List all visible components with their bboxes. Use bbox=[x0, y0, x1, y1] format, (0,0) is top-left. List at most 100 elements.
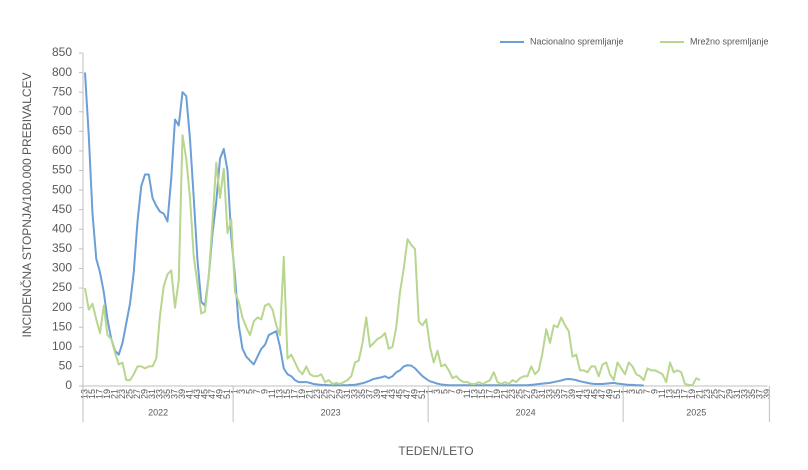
x-tick-label: 39 bbox=[372, 389, 382, 399]
x-tick-label: 1 bbox=[229, 389, 239, 394]
x-tick-label: 27 bbox=[717, 389, 727, 399]
x-tick-label: 5 bbox=[634, 389, 644, 394]
y-tick-label: 500 bbox=[52, 182, 72, 196]
x-tick-label: 21 bbox=[109, 389, 119, 399]
x-tick-label: 23 bbox=[117, 389, 127, 399]
x-tick-label: 17 bbox=[289, 389, 299, 399]
series-line bbox=[84, 134, 701, 387]
x-tick-label: 39 bbox=[762, 389, 772, 399]
x-tick-label: 5 bbox=[439, 389, 449, 394]
x-tick-label: 31 bbox=[342, 389, 352, 399]
y-axis-label: INCIDENČNA STOPNJA/100.000 PREBIVALCEV bbox=[19, 73, 34, 338]
x-tick-label: 25 bbox=[124, 389, 134, 399]
x-tick-label: 19 bbox=[297, 389, 307, 399]
y-tick-label: 850 bbox=[52, 45, 72, 59]
y-tick-label: 350 bbox=[52, 241, 72, 255]
x-axis-label: TEDEN/LETO bbox=[398, 444, 473, 458]
x-tick-label: 47 bbox=[402, 389, 412, 399]
x-tick-label: 13 bbox=[469, 389, 479, 399]
y-tick-label: 450 bbox=[52, 202, 72, 216]
x-tick-label: 17 bbox=[94, 389, 104, 399]
x-tick-label: 13 bbox=[664, 389, 674, 399]
x-tick-label: 43 bbox=[387, 389, 397, 399]
legend-label: Nacionalno spremljanje bbox=[530, 36, 624, 46]
x-tick-label: 7 bbox=[447, 389, 457, 394]
y-tick-label: 200 bbox=[52, 300, 72, 314]
x-tick-label: 3 bbox=[627, 389, 637, 394]
x-tick-label: 51 bbox=[612, 389, 622, 399]
x-tick-label: 29 bbox=[139, 389, 149, 399]
x-tick-label: 11 bbox=[462, 389, 472, 398]
x-tick-label: 47 bbox=[207, 389, 217, 399]
x-tick-label: 41 bbox=[574, 389, 584, 399]
x-tick-label: 29 bbox=[334, 389, 344, 399]
y-tick-label: 150 bbox=[52, 319, 72, 333]
x-tick-label: 33 bbox=[154, 389, 164, 399]
x-tick-label: 27 bbox=[522, 389, 532, 399]
x-tick-label: 11 bbox=[657, 389, 667, 398]
x-tick-label: 51 bbox=[222, 389, 232, 399]
x-tick-label: 13 bbox=[274, 389, 284, 399]
x-tick-label: 15 bbox=[477, 389, 487, 399]
x-tick-label: 25 bbox=[319, 389, 329, 399]
x-tick-label: 5 bbox=[244, 389, 254, 394]
x-tick-label: 15 bbox=[282, 389, 292, 399]
x-tick-label: 9 bbox=[454, 389, 464, 394]
x-tick-label: 11 bbox=[267, 389, 277, 398]
y-tick-label: 550 bbox=[52, 163, 72, 177]
x-tick-label: 3 bbox=[432, 389, 442, 394]
x-tick-label: 41 bbox=[379, 389, 389, 399]
y-tick-label: 700 bbox=[52, 104, 72, 118]
x-tick-label: 9 bbox=[649, 389, 659, 394]
year-label: 2024 bbox=[516, 407, 536, 417]
x-tick-label: 33 bbox=[544, 389, 554, 399]
y-tick-label: 800 bbox=[52, 65, 72, 79]
x-tick-label: 27 bbox=[327, 389, 337, 399]
x-tick-label: 51 bbox=[417, 389, 427, 399]
x-tick-label: 35 bbox=[357, 389, 367, 399]
x-tick-label: 23 bbox=[312, 389, 322, 399]
x-tick-label: 19 bbox=[687, 389, 697, 399]
x-tick-label: 37 bbox=[169, 389, 179, 399]
x-tick-label: 21 bbox=[499, 389, 509, 399]
x-tick-label: 31 bbox=[732, 389, 742, 399]
y-tick-label: 300 bbox=[52, 261, 72, 275]
x-tick-label: 43 bbox=[192, 389, 202, 399]
x-tick-label: 17 bbox=[679, 389, 689, 399]
x-tick-label: 29 bbox=[724, 389, 734, 399]
year-label: 2023 bbox=[321, 407, 341, 417]
x-tick-label: 37 bbox=[754, 389, 764, 399]
x-tick-label: 41 bbox=[184, 389, 194, 399]
x-tick-label: 1 bbox=[619, 389, 629, 394]
x-tick-label: 9 bbox=[259, 389, 269, 394]
y-tick-label: 0 bbox=[65, 378, 72, 392]
x-tick-label: 21 bbox=[304, 389, 314, 399]
y-tick-label: 100 bbox=[52, 339, 72, 353]
year-label: 2025 bbox=[686, 407, 706, 417]
y-tick-label: 650 bbox=[52, 124, 72, 138]
x-tick-label: 17 bbox=[484, 389, 494, 399]
series-line bbox=[84, 72, 644, 387]
x-tick-label: 7 bbox=[252, 389, 262, 394]
x-tick-label: 27 bbox=[132, 389, 142, 399]
y-tick-label: 750 bbox=[52, 84, 72, 98]
x-tick-label: 43 bbox=[582, 389, 592, 399]
x-tick-label: 37 bbox=[364, 389, 374, 399]
x-tick-label: 21 bbox=[694, 389, 704, 399]
x-tick-label: 15 bbox=[672, 389, 682, 399]
year-label: 2022 bbox=[148, 407, 168, 417]
x-tick-label: 45 bbox=[199, 389, 209, 399]
x-tick-label: 19 bbox=[102, 389, 112, 399]
x-tick-label: 23 bbox=[507, 389, 517, 399]
x-tick-label: 1 bbox=[424, 389, 434, 394]
x-tick-label: 49 bbox=[604, 389, 614, 399]
x-tick-label: 35 bbox=[162, 389, 172, 399]
x-tick-label: 7 bbox=[642, 389, 652, 394]
x-tick-label: 49 bbox=[409, 389, 419, 399]
x-tick-label: 29 bbox=[529, 389, 539, 399]
y-tick-label: 400 bbox=[52, 221, 72, 235]
y-tick-label: 250 bbox=[52, 280, 72, 294]
x-tick-label: 31 bbox=[537, 389, 547, 399]
x-tick-label: 3 bbox=[237, 389, 247, 394]
